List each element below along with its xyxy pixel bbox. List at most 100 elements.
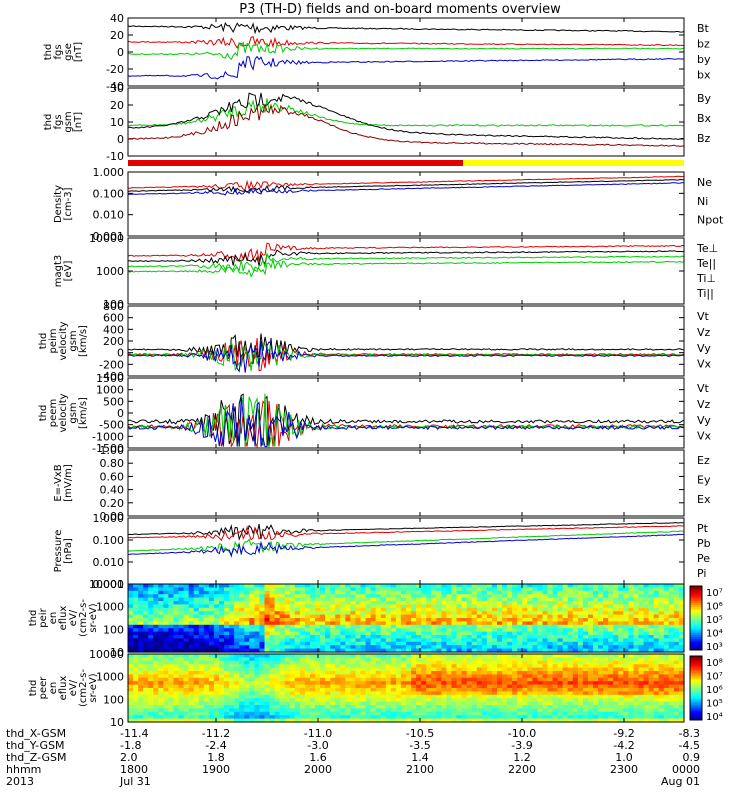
panel-8-ytick: 0.100 [93, 534, 125, 547]
panel-3-series-Ni [127, 178, 684, 194]
panel-6-series-Vx [127, 396, 685, 448]
panel-6-series-Vt [127, 393, 685, 447]
panel-9-colorbar-tick: 10⁵ [706, 615, 723, 626]
panel-1-legend-bx: bx [697, 68, 711, 81]
panel-4-series-Te|| [127, 249, 685, 267]
panel-4-series-Ti⊥ [128, 251, 685, 273]
xaxis-value: -3.9 [511, 739, 532, 752]
panel-8-legend-Pi: Pi [697, 567, 706, 580]
panel-7-ytick: 1.00 [100, 444, 125, 457]
panel-5-legend-Vt: Vt [697, 310, 710, 323]
xaxis-value: -11.4 [120, 727, 148, 740]
panel-9-colorbar-tick: 10⁶ [706, 602, 723, 613]
panel-1-series-Bt [127, 21, 685, 35]
panel-3-ytick: 0.001 [93, 230, 125, 243]
panel-5-ytick: 600 [103, 312, 124, 325]
xaxis-value: 2300 [610, 763, 638, 776]
panel-7-ytick: 0.20 [100, 497, 125, 510]
xaxis-value: -1.8 [120, 739, 141, 752]
panel-3-series-Npot [127, 182, 684, 196]
plot-title: P3 (TH-D) fields and on-board moments ov… [239, 2, 561, 17]
panels-group: thdfgsgse[nT]40200-20-40Btbzbybxthdfgsgs… [28, 12, 724, 729]
panel-5-ytick: 200 [103, 335, 124, 348]
panel-4-legend-Ti⊥: Ti⊥ [696, 272, 716, 285]
panel-10-colorbar: 10⁸ 10⁷ 10⁶ 10⁵ 10⁴ [689, 655, 723, 723]
panel-8-ytick: 1.000 [93, 512, 125, 525]
panel-9: thdpeirenefluxeV/(cm2-s-sr-eV) 10000 1000 1… [28, 578, 723, 659]
xaxis-value: -10.0 [508, 727, 536, 740]
panel-7-legend-Ey: Ey [697, 473, 711, 486]
panel-5-series-Vt [127, 333, 685, 366]
panel-5-series-Vx [127, 341, 685, 373]
xaxis-value: 1800 [120, 763, 148, 776]
panel-6-legend-Vy: Vy [697, 414, 711, 427]
panel-4-legend-Te||: Te|| [696, 257, 716, 270]
panel-8-ylabel: Pressure[nPa] [53, 530, 74, 573]
panel-1-ytick: -20 [106, 63, 124, 76]
panel-2-legend-Bx: Bx [697, 112, 712, 125]
xaxis-value: 2.0 [120, 751, 138, 764]
panel-4: magt3[eV] 10000 1000 100 Te⊥ Te|| Ti⊥ Ti|| [53, 232, 718, 311]
panel-10: thdpeerenefluxeV/(cm2-s-sr-eV) 10000 1000 1… [28, 648, 723, 729]
panel-9-colorbar-tick: 10³ [706, 642, 723, 653]
panel-7: E=-VxB[mV/m] 1.000.800.600.400.200.00 Ez Ey… [53, 444, 711, 523]
panel-7-ytick: 0.40 [100, 484, 125, 497]
xaxis-value: -3.5 [409, 739, 430, 752]
panel-4-series-Ti|| [127, 259, 685, 278]
panel-7-ylabel: E=-VxB[mV/m] [53, 464, 74, 502]
panel-8-series-Pt [127, 522, 685, 541]
panel-3-legend-Npot: Npot [697, 214, 724, 227]
panel-4-legend-Te⊥: Te⊥ [696, 242, 718, 255]
panel-1-ytick: 20 [110, 29, 124, 42]
panel-9-colorbar-tick: 10⁷ [706, 588, 723, 599]
panel-3-legend-Ne: Ne [697, 176, 712, 189]
panel-6-ytick: 500 [103, 395, 124, 408]
xaxis-value: 2000 [304, 763, 332, 776]
panel-6-ytick: -1500 [92, 442, 124, 455]
xaxis-value: -4.5 [679, 739, 700, 752]
xaxis-row-label: hhmm [6, 763, 41, 776]
panel-1-series-bz [127, 35, 685, 49]
panel-10-colorbar-tick: 10⁷ [706, 672, 723, 683]
panel-5-legend-Vz: Vz [697, 326, 711, 339]
panel-5-ytick: -400 [99, 370, 124, 383]
panel-2-legend-By: By [697, 92, 712, 105]
panel-8-legend-Pe: Pe [697, 552, 710, 565]
panel-8-legend-Pb: Pb [697, 537, 711, 550]
panel-10-ytick: 1000 [96, 671, 124, 684]
xaxis-value: -11.0 [304, 727, 332, 740]
panel-8-ytick: 0.010 [93, 556, 125, 569]
panel-8-series-Pi [127, 533, 684, 558]
xaxis-value: -2.4 [205, 739, 226, 752]
panel-6-legend-Vx: Vx [697, 430, 712, 443]
xaxis-value: -11.2 [202, 727, 230, 740]
panel-6-ytick: 1500 [96, 372, 124, 385]
panel-4-series-Te⊥ [127, 242, 684, 262]
panel-2-ytick: 30 [110, 82, 124, 95]
panel-4-ytick: 100 [103, 298, 124, 311]
panel-3-ytick: 1.000 [93, 166, 125, 179]
panel-6-ytick: -500 [99, 419, 124, 432]
panel-5-legend-Vy: Vy [697, 342, 711, 355]
xaxis-value: Aug 01 [661, 775, 700, 788]
panel-2-ylabel: thdfgsgsm[nT] [43, 111, 84, 132]
panel-1-ytick: 40 [110, 12, 124, 25]
panel-3-ylabel: Density[cm-3] [53, 185, 74, 223]
panel-1-series-bx [127, 55, 685, 80]
panel-6-ytick: 0 [117, 407, 124, 420]
xaxis-row-label: thd_Y-GSM [6, 739, 65, 752]
panel-2-ytick: -10 [106, 150, 124, 163]
xaxis-value: 1.8 [207, 751, 225, 764]
panel-10-ytick: 100 [103, 693, 124, 706]
panel-4-ytick: 1000 [96, 265, 124, 278]
panel-7-legend-Ex: Ex [697, 493, 711, 506]
panel-3-ytick: 0.010 [93, 209, 125, 222]
panel-8: Pressure[nPa] 1.000 0.100 0.010 0.001 Pt Pb Pe P… [53, 512, 711, 591]
xaxis-value: -9.2 [613, 727, 634, 740]
panel-4-ylabel: magt3[eV] [53, 255, 74, 288]
panel-5-series-Vz [127, 338, 685, 372]
panel-2-legend-Bz: Bz [697, 132, 711, 145]
panel-6-series-Vy [127, 393, 685, 449]
panel-10-colorbar-tick: 10⁶ [706, 685, 723, 696]
